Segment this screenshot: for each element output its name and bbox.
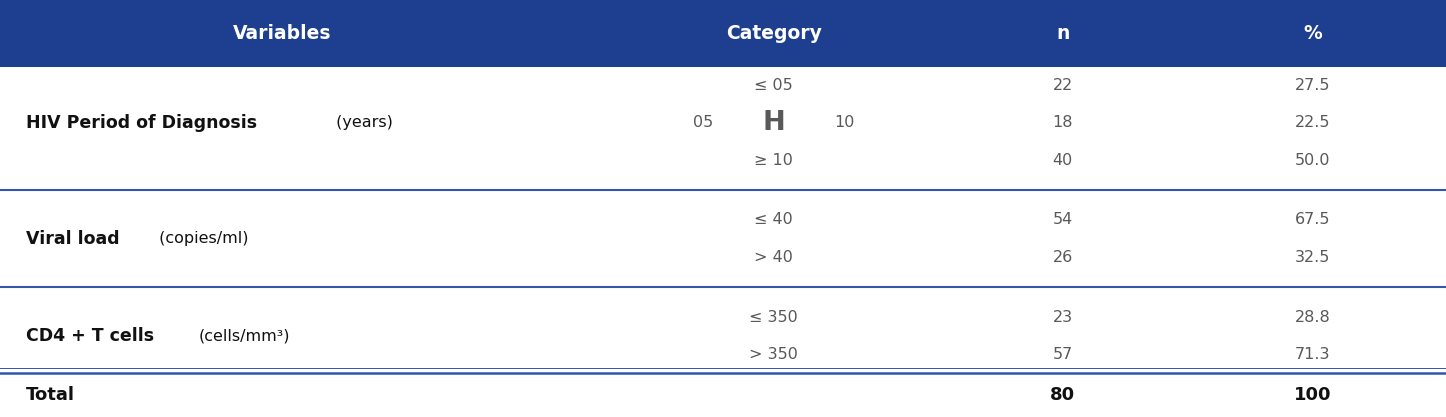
Text: (copies/ml): (copies/ml) xyxy=(155,231,249,246)
Text: 10: 10 xyxy=(834,115,855,130)
Text: CD4 + T cells: CD4 + T cells xyxy=(26,327,155,345)
Text: Category: Category xyxy=(726,24,821,43)
Text: 26: 26 xyxy=(1053,250,1073,265)
Text: H: H xyxy=(762,110,785,136)
Text: n: n xyxy=(1056,24,1070,43)
Text: 27.5: 27.5 xyxy=(1296,78,1330,93)
Text: 05: 05 xyxy=(693,115,713,130)
Text: 28.8: 28.8 xyxy=(1296,310,1330,325)
Text: 57: 57 xyxy=(1053,347,1073,362)
Text: HIV Period of Diagnosis: HIV Period of Diagnosis xyxy=(26,114,257,132)
Text: 32.5: 32.5 xyxy=(1296,250,1330,265)
Text: ≤ 40: ≤ 40 xyxy=(755,213,792,227)
Text: 67.5: 67.5 xyxy=(1296,213,1330,227)
Text: Variables: Variables xyxy=(233,24,331,43)
Text: 18: 18 xyxy=(1053,115,1073,130)
Text: > 350: > 350 xyxy=(749,347,798,362)
Text: (years): (years) xyxy=(331,115,393,130)
Text: %: % xyxy=(1304,24,1322,43)
Text: 71.3: 71.3 xyxy=(1296,347,1330,362)
Text: (cells/mm³): (cells/mm³) xyxy=(198,328,291,343)
Text: ≥ 10: ≥ 10 xyxy=(755,153,792,168)
Text: 100: 100 xyxy=(1294,386,1332,404)
Text: Total: Total xyxy=(26,386,75,404)
Text: 22.5: 22.5 xyxy=(1296,115,1330,130)
Text: 40: 40 xyxy=(1053,153,1073,168)
Text: > 40: > 40 xyxy=(755,250,792,265)
Text: 80: 80 xyxy=(1050,386,1076,404)
Text: ≤ 350: ≤ 350 xyxy=(749,310,798,325)
Text: Viral load: Viral load xyxy=(26,230,120,248)
Text: 54: 54 xyxy=(1053,213,1073,227)
Bar xyxy=(0,0,1446,67)
Text: 22: 22 xyxy=(1053,78,1073,93)
Text: ≤ 05: ≤ 05 xyxy=(755,78,792,93)
Text: 50.0: 50.0 xyxy=(1296,153,1330,168)
Text: 23: 23 xyxy=(1053,310,1073,325)
